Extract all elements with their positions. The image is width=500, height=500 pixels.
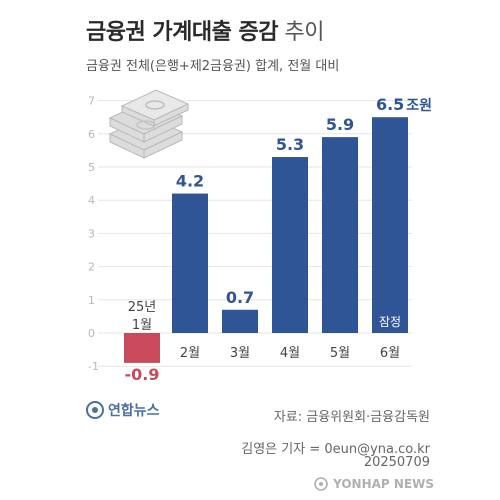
y-tick-label: 4 (88, 194, 95, 207)
value-label: 0.7 (226, 288, 254, 307)
grid-lines: -1 0 1 2 3 4 5 6 7 (88, 95, 412, 373)
date-text: 20250709 (363, 455, 430, 470)
category-label: 4월 (280, 346, 300, 361)
value-label-number: 6.5 (376, 95, 404, 114)
category-label: 2월 (180, 346, 200, 361)
source-text: 자료: 금융위원회·금융감독원 (273, 410, 430, 425)
category-label: 1월 (132, 318, 152, 333)
y-tick-label: 2 (88, 261, 95, 274)
y-tick-label: 5 (88, 161, 95, 174)
chart-subtitle: 금융권 전체(은행+제2금융권) 합계, 전월 대비 (86, 59, 340, 74)
bar-2 (172, 193, 208, 333)
watermark-icon (314, 477, 328, 491)
watermark-text: YONHAP NEWS (333, 477, 434, 491)
value-label: -0.9 (125, 365, 160, 384)
bar-1 (124, 333, 160, 363)
logo-text: 연합뉴스 (108, 403, 160, 419)
bar-6 (372, 117, 408, 333)
value-label: 5.3 (276, 135, 304, 154)
y-tick-label: 6 (88, 128, 95, 141)
title-suffix: 추이 (284, 20, 324, 45)
y-tick-label: -1 (88, 360, 99, 373)
y-tick-label: 0 (88, 327, 95, 340)
category-label: 6월 (380, 346, 400, 361)
value-label: 4.2 (176, 172, 204, 191)
category-label: 3월 (230, 346, 250, 361)
yonhap-logo-icon (86, 401, 104, 419)
value-label: 5.9 (326, 115, 354, 134)
y-tick-label: 3 (88, 227, 95, 240)
bar-5 (322, 137, 358, 333)
labels: -0.9 25년 1월 4.2 2월 0.7 3월 5.3 4월 5.9 5월 6.5 조원 6월 잠정 (125, 95, 433, 384)
yonhap-logo: 연합뉴스 (86, 400, 160, 420)
title-main: 금융권 가계대출 증감 (86, 20, 278, 45)
category-label-year: 25년 (128, 300, 157, 315)
money-stack-icon (108, 89, 190, 159)
yonhap-watermark: YONHAP NEWS (314, 477, 434, 491)
category-label: 5월 (330, 346, 350, 361)
bars (124, 117, 408, 363)
bar-4 (272, 157, 308, 333)
chart-title: 금융권 가계대출 증감 추이 (86, 14, 324, 46)
y-tick-label: 1 (88, 294, 95, 307)
value-label-unit: 조원 (406, 98, 432, 114)
annotation-provisional: 잠정 (379, 315, 401, 329)
y-tick-label: 7 (88, 95, 95, 108)
reporter-text: 김영은 기자 = 0eun@yna.co.kr (241, 442, 430, 457)
bar-3 (222, 309, 258, 333)
value-label: 6.5 조원 (376, 95, 432, 114)
